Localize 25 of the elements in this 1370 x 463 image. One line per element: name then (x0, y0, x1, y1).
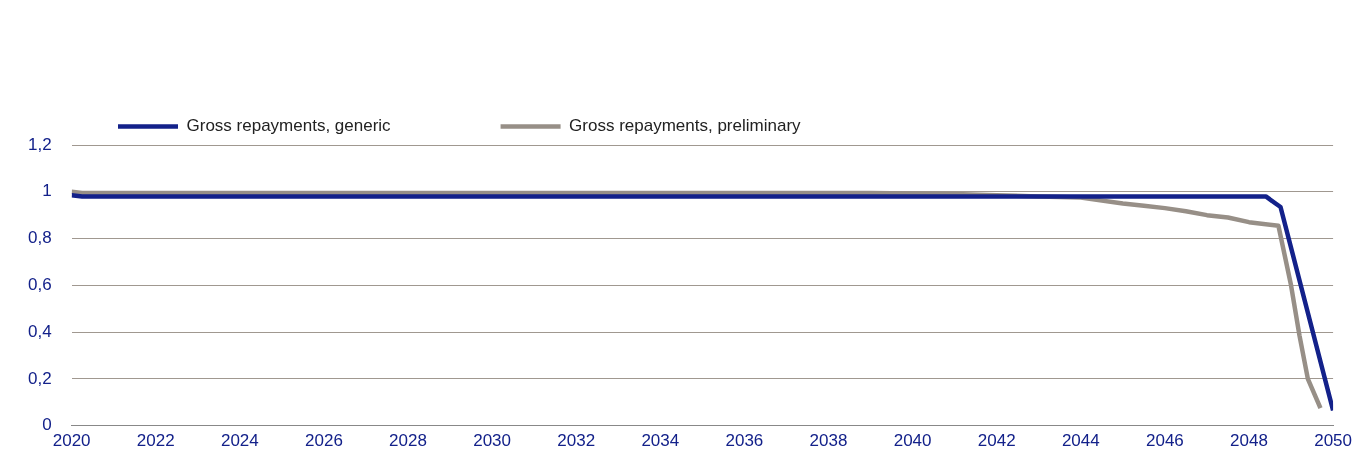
x-tick-label: 2038 (809, 431, 848, 451)
x-tick-label: 2020 (52, 431, 91, 451)
x-tick-label: 2024 (220, 431, 259, 451)
legend-label: Gross repayments, preliminary (569, 116, 802, 136)
y-tick-label: 0,8 (27, 228, 52, 248)
y-tick-label: 0,6 (27, 274, 52, 294)
x-tick-label: 2048 (1230, 431, 1268, 451)
x-tick-label: 2022 (136, 431, 175, 451)
x-tick-label: 2050 (1314, 431, 1352, 451)
legend-label: Gross repayments, generic (186, 116, 392, 136)
y-tick-label: 0 (42, 415, 52, 435)
x-tick-label: 2032 (557, 431, 596, 451)
x-tick-label: 2030 (473, 431, 512, 451)
x-tick-label: 2028 (389, 431, 427, 451)
y-tick-label: 1 (42, 181, 52, 201)
y-tick-label: 0,2 (27, 368, 52, 388)
x-tick-label: 2042 (977, 431, 1016, 451)
y-tick-label: 1,2 (27, 134, 52, 154)
x-tick-label: 2040 (893, 431, 932, 451)
x-tick-label: 2034 (641, 431, 680, 451)
x-tick-label: 2036 (725, 431, 764, 451)
y-tick-label: 0,4 (27, 321, 52, 341)
x-tick-label: 2044 (1061, 431, 1100, 451)
x-tick-label: 2046 (1145, 431, 1184, 451)
x-tick-label: 2026 (305, 431, 343, 451)
